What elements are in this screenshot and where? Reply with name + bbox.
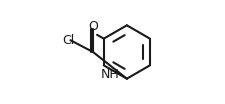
- Text: NH: NH: [100, 68, 119, 81]
- Text: O: O: [88, 20, 97, 33]
- Text: Cl: Cl: [62, 34, 74, 47]
